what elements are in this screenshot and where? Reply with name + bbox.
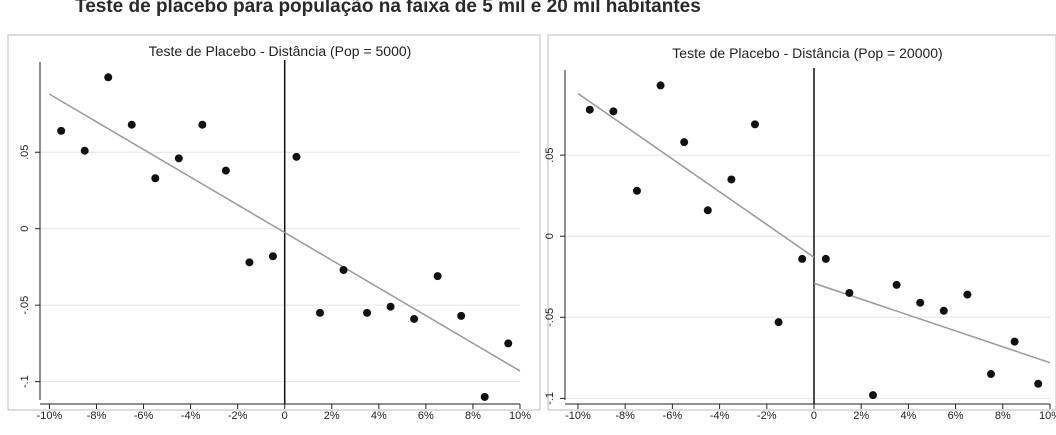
point (1010, 337, 1019, 346)
point (916, 298, 925, 307)
fit-line (577, 92, 815, 258)
point (198, 120, 207, 129)
x-tick-label: 8% (995, 410, 1011, 422)
chart-title: Teste de Placebo - Distância (Pop = 2000… (672, 45, 942, 61)
point (80, 146, 89, 155)
point (221, 166, 230, 175)
heading: Teste de placebo para população na faixa… (75, 0, 701, 17)
point (963, 290, 972, 299)
x-tick-label: 0 (811, 410, 817, 422)
y-tick-label: 0 (19, 226, 31, 232)
x-tick-label: -10% (37, 410, 63, 422)
point (127, 120, 136, 129)
point (868, 391, 877, 400)
y-tick-label: 0 (544, 233, 556, 239)
x-tick-label: -8% (615, 410, 635, 422)
point (151, 174, 160, 183)
point (609, 107, 618, 116)
y-tick-label: -.1 (19, 375, 31, 388)
point (774, 318, 783, 327)
x-tick-label: 4% (900, 410, 916, 422)
point (750, 120, 759, 129)
point (339, 266, 348, 274)
point (363, 308, 372, 317)
x-tick-label: -6% (134, 410, 154, 422)
point (892, 280, 901, 289)
point (845, 288, 854, 297)
point (986, 370, 995, 379)
point (703, 206, 712, 215)
fit-line (49, 93, 521, 372)
fit-line (813, 282, 1051, 364)
point (585, 105, 594, 114)
x-tick-label: -4% (710, 410, 730, 422)
point (104, 73, 113, 82)
x-tick-label: 0 (282, 410, 288, 422)
point (292, 152, 301, 161)
point (656, 81, 665, 90)
point (410, 314, 419, 323)
y-tick-label: -.05 (19, 296, 31, 315)
x-tick-label: 2% (853, 410, 869, 422)
point (457, 311, 466, 320)
point (245, 258, 254, 267)
point (268, 252, 277, 261)
point (480, 392, 489, 401)
point (386, 302, 395, 311)
point (433, 272, 442, 281)
panel (7, 34, 541, 411)
x-tick-label: -8% (87, 410, 107, 422)
x-tick-label: -2% (757, 410, 777, 422)
x-tick-label: 2% (324, 410, 340, 422)
x-tick-label: 6% (418, 410, 434, 422)
x-tick-label: -10% (565, 410, 591, 422)
point (316, 308, 324, 317)
point (727, 175, 736, 184)
point (504, 339, 513, 348)
x-tick-label: -2% (228, 410, 248, 422)
y-tick-label: .05 (19, 145, 31, 160)
y-tick-label: .05 (544, 147, 556, 162)
point (798, 254, 807, 263)
y-tick-label: -.05 (544, 308, 556, 327)
point (821, 254, 830, 263)
y-tick-label: -.1 (544, 392, 556, 405)
panel (547, 34, 1056, 411)
x-tick-label: -6% (663, 410, 683, 422)
point (1034, 379, 1043, 388)
point (680, 138, 689, 147)
x-tick-label: 4% (371, 410, 387, 422)
point (632, 186, 641, 195)
x-tick-label: 10% (1039, 410, 1056, 422)
point (939, 306, 948, 315)
x-tick-label: 10% (509, 410, 531, 422)
chart-title: Teste de Placebo - Distância (Pop = 5000… (149, 43, 412, 59)
x-tick-label: 6% (948, 410, 964, 422)
point (174, 154, 183, 163)
point (57, 126, 66, 135)
x-tick-label: -4% (181, 410, 201, 422)
x-tick-label: 8% (465, 410, 481, 422)
